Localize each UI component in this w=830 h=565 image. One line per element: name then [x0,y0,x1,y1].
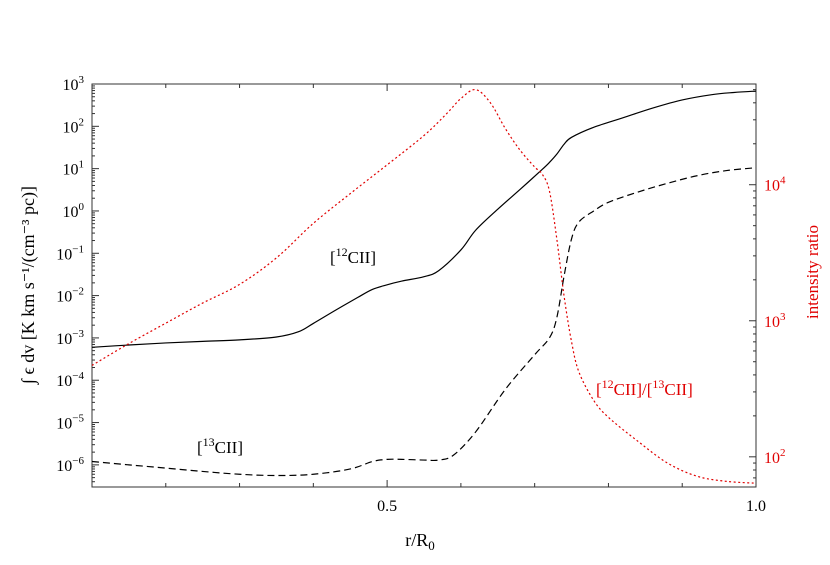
y-left-tick-label: 103 [63,74,85,94]
x-tick-label: 1.0 [746,498,766,515]
y-left-tick-label: 10−6 [56,455,84,475]
series-ratio-line [91,89,757,484]
y-left-tick-label: 101 [63,159,85,179]
y-left-tick-label: 10−3 [56,328,84,348]
y-right-tick-label: 103 [764,311,786,331]
y-axis-right-label: intensity ratio [803,225,822,319]
annotation-ratio: [12CII]/[13CII] [596,377,693,399]
annotation-13cii: [13CII] [197,435,243,457]
y-left-tick-label: 10−2 [56,286,84,306]
x-tick-label: 0.5 [377,498,397,515]
series-12cii-line [91,90,757,348]
y-right-tick-label: 104 [764,175,786,195]
y-right-tick-label: 102 [764,447,786,467]
series-13cii-line [91,167,757,477]
y-left-tick-label: 10−1 [56,243,84,263]
annotation-12cii: [12CII] [330,245,376,267]
plot-frame [91,83,757,488]
y-left-tick-label: 100 [63,201,85,221]
y-axis-left-label: ∫ ϵ dv [K km s⁻¹/(cm⁻³ pc)] [18,186,39,385]
y-left-tick-label: 10−5 [56,413,84,433]
x-axis-label: r/R0 [405,530,435,553]
y-left-tick-label: 102 [63,116,85,136]
y-left-tick-label: 10−4 [56,370,84,390]
